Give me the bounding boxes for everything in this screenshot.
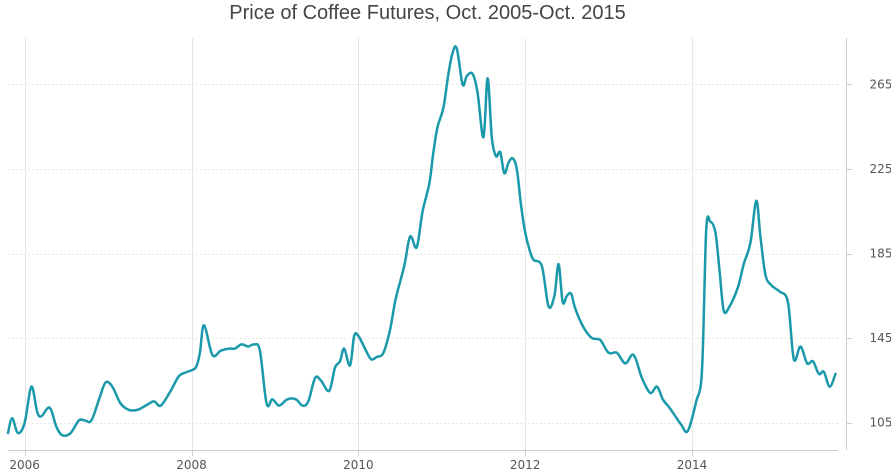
y-tick-label: 185 [870,247,891,261]
tick-labels: 2006 2008 2010 2012 2014 105 145 185 225 265 [9,77,891,472]
x-tick-label: 2012 [510,458,541,472]
chart-title: Price of Coffee Futures, Oct. 2005-Oct. … [229,2,626,24]
y-tick-label: 145 [870,331,891,345]
series-line [6,45,837,437]
x-tick-label: 2014 [677,458,708,472]
grid-lines [8,38,838,450]
x-tick-label: 2010 [343,458,374,472]
y-tick-label: 105 [870,416,891,430]
axes [8,38,852,456]
y-tick-label: 265 [870,77,891,91]
x-tick-label: 2006 [9,458,40,472]
x-tick-label: 2008 [176,458,207,472]
y-tick-label: 225 [870,162,891,176]
series-layer [6,45,837,437]
